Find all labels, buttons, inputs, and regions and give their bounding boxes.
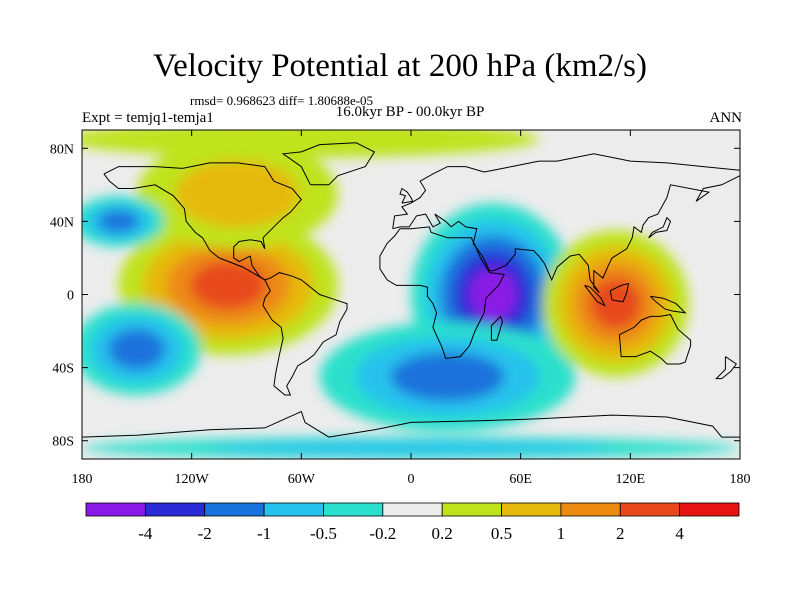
coastline-north-america [103,162,302,281]
field-north-atlantic-positive-level [175,160,300,228]
colorbar-label: 4 [675,524,684,543]
field-antarctic-negative-level [208,441,614,455]
rmsd-diff-stats: rmsd= 0.968623 diff= 1.80688e-05 [190,93,374,108]
colorbar-label: -0.5 [310,524,337,543]
lon-tick-label: 60E [509,472,532,487]
colorbar-label: 2 [616,524,625,543]
period-label: 16.0kyr BP - 00.0kyr BP [335,104,485,120]
colorbar-swatch [144,502,206,517]
coastline-new-guinea [650,295,687,314]
map-area [82,130,740,459]
coastlines [82,142,740,438]
field-pacific-positive-core-level [190,261,267,310]
coastline-japan [648,216,672,239]
lat-tick-label: 0 [67,289,74,304]
lon-tick-label: 120E [616,472,646,487]
colorbar-swatch [560,502,621,517]
colorbar-label: 1 [557,524,566,543]
map-axes: 180 120W 60W 0 60E 120E 180 80N 40N 0 40S 80S [50,130,751,487]
colorbar-swatch [85,502,146,517]
colorbar-swatch [323,502,384,517]
coastline-africa [379,226,505,360]
lat-tick-label: 80N [50,142,74,157]
coastline-sumatra [584,284,606,307]
coastline-eurasia [392,153,740,294]
lon-tick-label: 60W [288,472,316,487]
colorbar-swatch [441,502,502,517]
colorbar-swatch [263,502,324,517]
coastline-greenland [281,142,376,186]
lon-tick-label: 180 [72,472,93,487]
lat-tick-label: 40S [52,362,74,377]
lon-tick-label: 120W [175,472,210,487]
colorbar-label: 0.2 [432,524,453,543]
coastline-australia [618,314,692,365]
lat-tick-label: 80S [52,435,74,450]
colorbar-label: -0.2 [369,524,396,543]
lon-tick-label: 0 [408,472,415,487]
lat-tick-label: 40N [50,215,74,230]
colorbar-label: 0.5 [491,524,512,543]
colorbar-swatch [382,502,443,517]
field-contours [82,130,740,459]
colorbar: -4 -2 -1 -0.5 -0.2 0.2 0.5 1 2 4 [85,502,740,543]
colorbar-swatch [204,502,265,517]
coastline-south-america [262,272,348,396]
field-south-pacific-negative-level [108,329,166,370]
colorbar-label: -4 [138,524,153,543]
colorbar-swatch [501,502,562,517]
season-label: ANN [709,110,743,126]
colorbar-label: -1 [257,524,271,543]
plot-title: Velocity Potential at 200 hPa (km2/s) [152,48,648,84]
field-southern-negative-level [390,352,505,402]
field-arctic-positive-level [82,130,539,158]
field-northwest-pacific-negative-level [98,210,139,233]
experiment-label: Expt = temjq1-temja1 [82,110,214,126]
coastline-uk [399,187,414,204]
coastline-new-zealand [714,356,738,380]
field-maritime-positive-core-level [590,278,642,330]
coastline-madagascar [490,315,503,341]
colorbar-label: -2 [198,524,212,543]
coastline-borneo [609,282,630,303]
colorbar-swatch [679,502,740,517]
colorbar-swatch [619,502,681,517]
lon-tick-label: 180 [730,472,751,487]
field-indian-negative-core-level [469,268,517,321]
coastline-antarctica [82,410,740,438]
